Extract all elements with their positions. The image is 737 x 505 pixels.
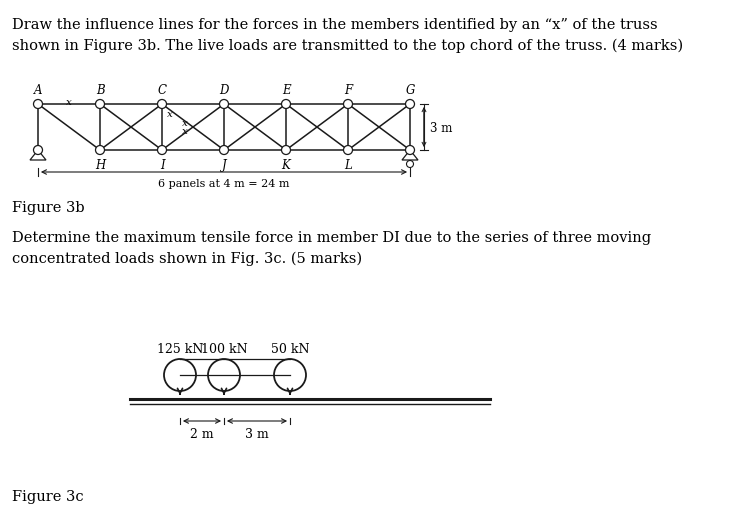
Text: x: x: [66, 98, 72, 107]
Text: H: H: [95, 159, 105, 172]
Text: x: x: [182, 126, 188, 135]
Text: K: K: [282, 159, 290, 172]
Circle shape: [96, 100, 105, 109]
Text: 3 m: 3 m: [245, 427, 269, 440]
Circle shape: [220, 100, 228, 109]
Circle shape: [405, 146, 414, 155]
Text: Figure 3c: Figure 3c: [12, 489, 83, 503]
Circle shape: [33, 146, 43, 155]
Text: A: A: [34, 84, 42, 97]
Text: I: I: [160, 159, 164, 172]
Circle shape: [282, 100, 290, 109]
Text: 125 kN: 125 kN: [157, 342, 203, 356]
Text: 100 kN: 100 kN: [200, 342, 248, 356]
Text: L: L: [344, 159, 352, 172]
Text: G: G: [405, 84, 415, 97]
Circle shape: [343, 146, 352, 155]
Text: 50 kN: 50 kN: [270, 342, 310, 356]
Text: 2 m: 2 m: [190, 427, 214, 440]
Text: 3 m: 3 m: [430, 121, 453, 134]
Text: x: x: [167, 110, 172, 119]
Circle shape: [33, 100, 43, 109]
Circle shape: [220, 146, 228, 155]
Text: x: x: [182, 119, 188, 128]
Text: J: J: [222, 159, 226, 172]
Text: C: C: [158, 84, 167, 97]
Text: Determine the maximum tensile force in member DI due to the series of three movi: Determine the maximum tensile force in m…: [12, 231, 651, 266]
Text: B: B: [96, 84, 105, 97]
Text: 6 panels at 4 m = 24 m: 6 panels at 4 m = 24 m: [158, 179, 290, 189]
Circle shape: [158, 146, 167, 155]
Circle shape: [343, 100, 352, 109]
Text: F: F: [344, 84, 352, 97]
Text: E: E: [282, 84, 290, 97]
Text: Draw the influence lines for the forces in the members identified by an “x” of t: Draw the influence lines for the forces …: [12, 18, 683, 53]
Circle shape: [405, 100, 414, 109]
Circle shape: [96, 146, 105, 155]
Circle shape: [158, 100, 167, 109]
Text: Figure 3b: Figure 3b: [12, 200, 85, 215]
Text: D: D: [220, 84, 228, 97]
Circle shape: [282, 146, 290, 155]
